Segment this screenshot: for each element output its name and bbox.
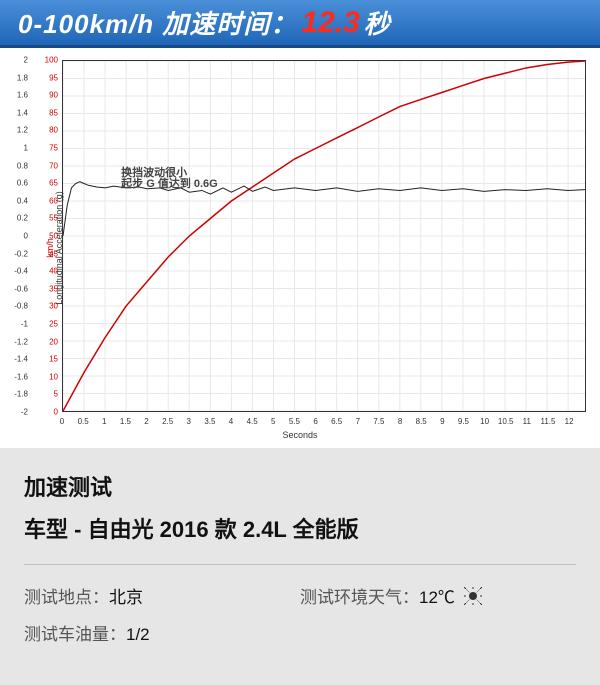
info-panel: 加速测试 车型 - 自由光 2016 款 2.4L 全能版 测试地点：北京 测试… — [0, 448, 600, 685]
x-tick: 7.5 — [373, 417, 384, 426]
y-right-tick: 30 — [40, 302, 58, 311]
y-right-tick: 40 — [40, 267, 58, 276]
weather-value: 12℃ — [419, 588, 455, 607]
y-left-tick: -0.8 — [6, 302, 28, 311]
x-tick: 6 — [313, 417, 317, 426]
y-right-tick: 75 — [40, 144, 58, 153]
x-tick: 8 — [398, 417, 402, 426]
acceleration-chart: Longitudinal Acceleration (g) km/h Secon… — [0, 48, 600, 448]
y-right-tick: 15 — [40, 355, 58, 364]
y-left-tick: 1.8 — [6, 73, 28, 82]
info-fuel: 测试车油量：1/2 — [24, 620, 576, 645]
y-right-tick: 0 — [40, 408, 58, 417]
x-tick: 1 — [102, 417, 106, 426]
x-tick: 0 — [60, 417, 64, 426]
y-left-tick: 0 — [6, 232, 28, 241]
x-tick: 7 — [356, 417, 360, 426]
y-right-tick: 35 — [40, 284, 58, 293]
model-prefix: 车型 - — [24, 517, 88, 542]
y-right-tick: 60 — [40, 196, 58, 205]
x-tick: 2 — [144, 417, 148, 426]
y-right-tick: 85 — [40, 108, 58, 117]
x-tick: 11.5 — [540, 417, 555, 426]
x-tick: 9.5 — [458, 417, 469, 426]
x-tick: 4.5 — [247, 417, 258, 426]
header-prefix: 0-100km/h 加速时间： — [18, 4, 297, 41]
y-left-tick: -1 — [6, 320, 28, 329]
y-left-tick: 0.4 — [6, 196, 28, 205]
x-tick: 5.5 — [289, 417, 300, 426]
info-row-1: 测试地点：北京 测试环境天气：12℃ — [24, 583, 576, 608]
y-left-tick: -0.4 — [6, 267, 28, 276]
y-left-tick: -1.6 — [6, 372, 28, 381]
chart-plot-area — [62, 60, 586, 412]
y-left-tick: -2 — [6, 408, 28, 417]
x-tick: 1.5 — [120, 417, 131, 426]
y-left-tick: 1.6 — [6, 91, 28, 100]
x-tick: 2.5 — [162, 417, 173, 426]
y-right-tick: 50 — [40, 232, 58, 241]
y-left-tick: -1.2 — [6, 337, 28, 346]
y-right-tick: 25 — [40, 320, 58, 329]
model-value: 自由光 2016 款 2.4L 全能版 — [88, 517, 359, 542]
x-tick: 9 — [440, 417, 444, 426]
weather-label: 测试环境天气： — [300, 588, 419, 607]
x-tick: 3.5 — [204, 417, 215, 426]
x-tick: 6.5 — [331, 417, 342, 426]
y-left-tick: 0.8 — [6, 161, 28, 170]
info-row-2: 测试车油量：1/2 — [24, 620, 576, 645]
y-left-tick: 1 — [6, 144, 28, 153]
fuel-value: 1/2 — [126, 625, 150, 644]
y-right-tick: 80 — [40, 126, 58, 135]
header-time-unit: 秒 — [364, 4, 390, 41]
y-right-tick: 90 — [40, 91, 58, 100]
y-left-tick: -0.6 — [6, 284, 28, 293]
info-location: 测试地点：北京 — [24, 583, 300, 608]
x-axis-label: Seconds — [282, 430, 317, 440]
x-tick: 12 — [565, 417, 574, 426]
x-tick: 0.5 — [78, 417, 89, 426]
y-right-tick: 70 — [40, 161, 58, 170]
x-tick: 3 — [187, 417, 191, 426]
y-right-tick: 5 — [40, 390, 58, 399]
x-tick: 8.5 — [416, 417, 427, 426]
location-value: 北京 — [109, 588, 143, 607]
x-tick: 10 — [480, 417, 489, 426]
y-left-tick: -0.2 — [6, 249, 28, 258]
x-tick: 4 — [229, 417, 233, 426]
y-left-tick: 0.2 — [6, 214, 28, 223]
y-right-tick: 65 — [40, 179, 58, 188]
y-left-tick: 2 — [6, 56, 28, 65]
info-model: 车型 - 自由光 2016 款 2.4L 全能版 — [24, 512, 576, 565]
chart-svg — [63, 61, 585, 411]
info-title: 加速测试 — [24, 470, 576, 502]
y-left-tick: -1.8 — [6, 390, 28, 399]
y-right-tick: 20 — [40, 337, 58, 346]
x-tick: 5 — [271, 417, 275, 426]
x-tick: 11 — [523, 417, 531, 426]
y-right-tick: 95 — [40, 73, 58, 82]
fuel-label: 测试车油量： — [24, 625, 126, 644]
y-right-tick: 100 — [40, 56, 58, 65]
header-banner: 0-100km/h 加速时间： 12.3 秒 — [0, 0, 600, 48]
y-left-tick: -1.4 — [6, 355, 28, 364]
y-right-tick: 10 — [40, 372, 58, 381]
y-right-tick: 45 — [40, 249, 58, 258]
y-left-tick: 1.2 — [6, 126, 28, 135]
x-tick: 10.5 — [498, 417, 514, 426]
y-right-tick: 55 — [40, 214, 58, 223]
sun-icon — [464, 587, 482, 605]
info-weather: 测试环境天气：12℃ — [300, 583, 576, 608]
y-left-tick: 0.6 — [6, 179, 28, 188]
chart-annotation: 起步 G 值达到 0.6G — [121, 175, 218, 191]
header-time-value: 12.3 — [301, 6, 359, 40]
y-left-tick: 1.4 — [6, 108, 28, 117]
location-label: 测试地点： — [24, 588, 109, 607]
